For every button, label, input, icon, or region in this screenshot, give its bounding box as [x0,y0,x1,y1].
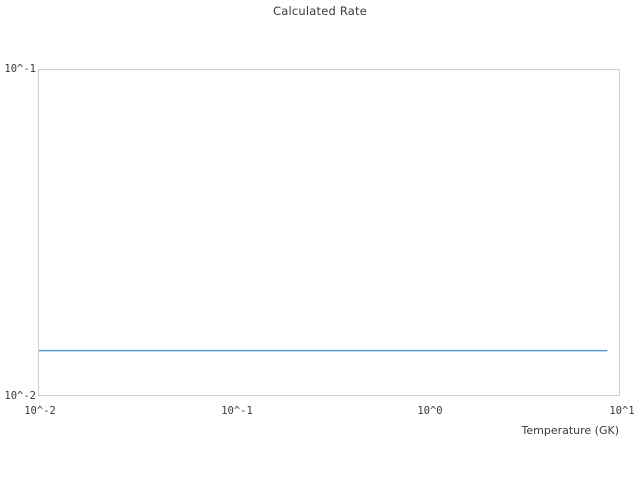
x-axis-title: Temperature (GK) [521,424,620,437]
x-axis-tick-label: 10^1 [609,405,635,417]
x-axis-tick-label: 10^-2 [24,405,56,417]
y-axis-tick-label: 10^-2 [4,390,36,402]
plot-clip-region [39,70,619,395]
x-axis-tick-label: 10^-1 [221,405,253,417]
plot-area [38,69,620,396]
chart-title: Calculated Rate [272,4,368,18]
y-axis-tick-label: 10^-1 [4,63,36,75]
x-axis-tick-label: 10^0 [417,405,443,417]
data-series-layer [39,349,608,352]
